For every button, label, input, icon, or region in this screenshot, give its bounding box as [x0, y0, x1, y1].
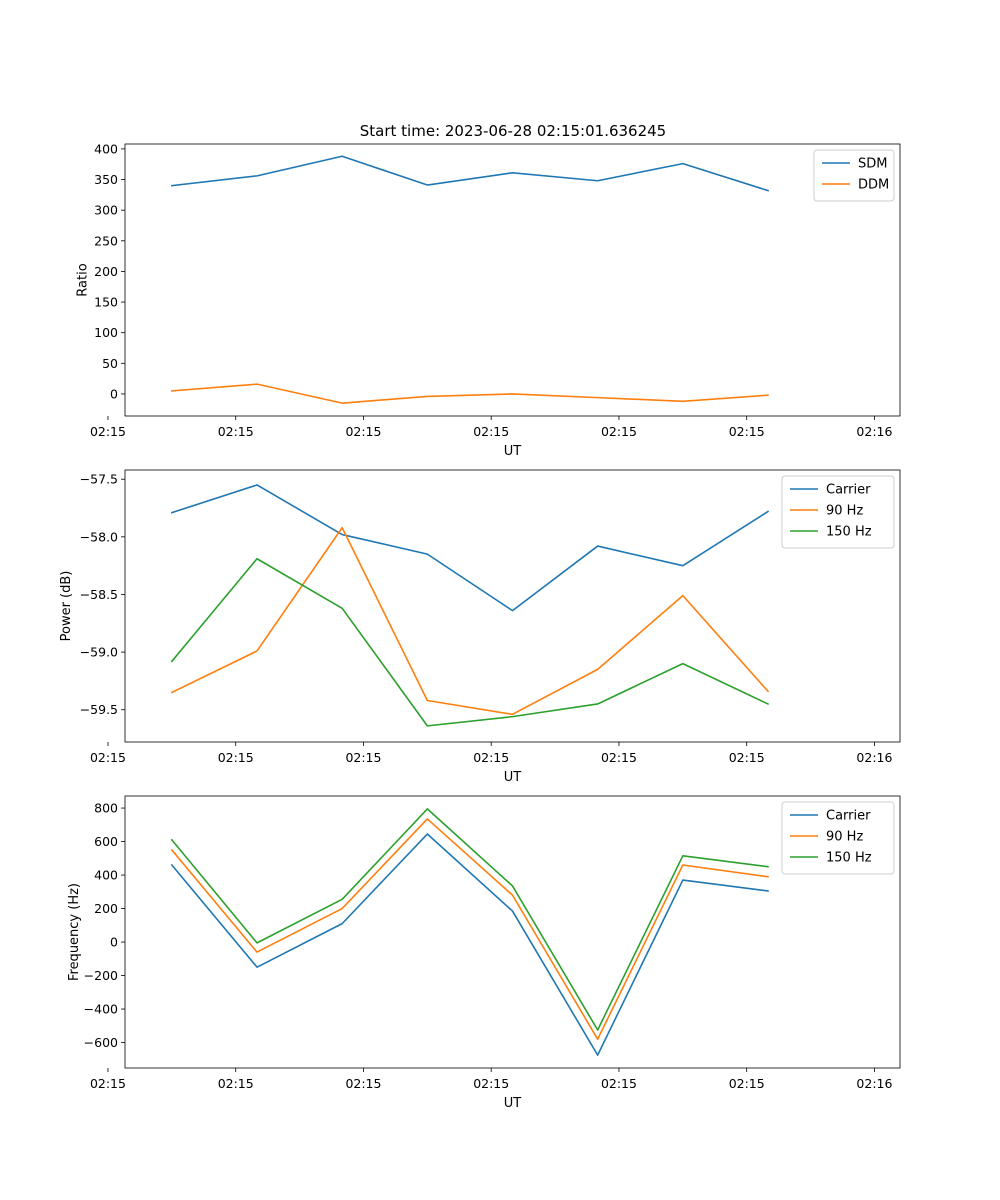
- x-tick-label: 02:15: [473, 1076, 509, 1091]
- axes-frame: [124, 469, 901, 743]
- legend: Carrier 90 Hz 150 Hz: [781, 475, 895, 549]
- y-tick-label: 350: [94, 172, 118, 187]
- y-tick-label: 100: [94, 325, 118, 340]
- x-axis-label: UT: [504, 770, 522, 785]
- x-tick-label: 02:16: [856, 424, 892, 439]
- series-line-90-hz: [170, 526, 770, 716]
- x-tick-label: 02:15: [218, 750, 254, 765]
- x-tick-label: 02:15: [345, 1076, 381, 1091]
- y-tick-label: 600: [94, 834, 118, 849]
- legend-box: [781, 801, 895, 875]
- subplots: 0 50 100 150 200 250 300 350 400 02:15 02:15 02:15 0…: [59, 141, 901, 1111]
- x-tick-label: 02:15: [218, 424, 254, 439]
- y-tick-label: 400: [94, 868, 118, 883]
- y-tick-label: 50: [102, 356, 118, 371]
- legend: SDM DDM: [813, 149, 895, 202]
- y-axis-label: Frequency (Hz): [67, 883, 82, 981]
- y-tick-label: −58.0: [80, 529, 118, 544]
- series-line-ddm: [170, 383, 769, 404]
- series-line-carrier: [170, 484, 770, 612]
- x-tick-label: 02:15: [601, 424, 637, 439]
- figure-title: Start time: 2023-06-28 02:15:01.636245: [360, 122, 666, 140]
- y-tick-label: −59.5: [80, 702, 118, 717]
- subplot-1: 0 50 100 150 200 250 300 350 400 02:15 02:15 02:15 0…: [75, 141, 901, 459]
- y-tick-label: 150: [94, 295, 118, 310]
- subplot-3: −600 −400 −200 0 200 400 600 800 02:15 02:15 02:15…: [67, 795, 901, 1111]
- axes-frame: [124, 143, 901, 417]
- subplot-2: −59.5 −59.0 −58.5 −58.0 −57.5 02:15 02:15 02:15…: [59, 469, 901, 785]
- legend-label: Carrier: [826, 809, 871, 824]
- series-line-150-hz: [170, 557, 770, 727]
- legend-label: 90 Hz: [826, 504, 863, 519]
- series-line-sdm: [170, 155, 769, 192]
- legend-box: [781, 475, 895, 549]
- legend-label: DDM: [858, 178, 889, 193]
- y-tick-label: −200: [84, 968, 118, 983]
- legend-label: 150 Hz: [826, 525, 872, 540]
- y-axis-label: Power (dB): [59, 571, 74, 642]
- x-tick-label: 02:16: [856, 750, 892, 765]
- x-tick-label: 02:15: [473, 750, 509, 765]
- y-tick-label: 200: [94, 264, 118, 279]
- y-tick-label: 400: [94, 141, 118, 156]
- x-tick-label: 02:15: [218, 1076, 254, 1091]
- x-tick-label: 02:15: [90, 1076, 126, 1091]
- legend-label: Carrier: [826, 483, 871, 498]
- x-tick-label: 02:15: [90, 424, 126, 439]
- y-tick-label: −59.0: [80, 645, 118, 660]
- y-tick-label: −58.5: [80, 587, 118, 602]
- y-tick-label: 300: [94, 203, 118, 218]
- y-tick-label: 0: [110, 386, 118, 401]
- x-tick-label: 02:15: [729, 424, 765, 439]
- y-tick-label: −57.5: [80, 472, 118, 487]
- y-tick-label: 250: [94, 233, 118, 248]
- x-tick-label: 02:15: [601, 1076, 637, 1091]
- x-tick-label: 02:15: [345, 750, 381, 765]
- y-tick-label: −600: [84, 1035, 118, 1050]
- x-tick-label: 02:15: [729, 750, 765, 765]
- legend-label: 150 Hz: [826, 851, 872, 866]
- legend-label: SDM: [858, 157, 887, 172]
- x-axis-label: UT: [504, 444, 522, 459]
- y-axis-label: Ratio: [75, 263, 90, 296]
- x-tick-label: 02:15: [729, 1076, 765, 1091]
- series-line-150-hz: [170, 808, 769, 1031]
- legend-label: 90 Hz: [826, 830, 863, 845]
- x-tick-label: 02:15: [601, 750, 637, 765]
- x-tick-label: 02:16: [856, 1076, 892, 1091]
- x-tick-label: 02:15: [473, 424, 509, 439]
- axes-frame: [124, 795, 901, 1069]
- x-axis-label: UT: [504, 1096, 522, 1111]
- series-line-carrier: [170, 833, 769, 1056]
- y-tick-label: −400: [84, 1002, 118, 1017]
- y-tick-label: 0: [110, 935, 118, 950]
- series-line-90-hz: [170, 818, 769, 1040]
- y-tick-label: 800: [94, 801, 118, 816]
- x-tick-label: 02:15: [345, 424, 381, 439]
- legend: Carrier 90 Hz 150 Hz: [781, 801, 895, 875]
- x-tick-label: 02:15: [90, 750, 126, 765]
- y-tick-label: 200: [94, 901, 118, 916]
